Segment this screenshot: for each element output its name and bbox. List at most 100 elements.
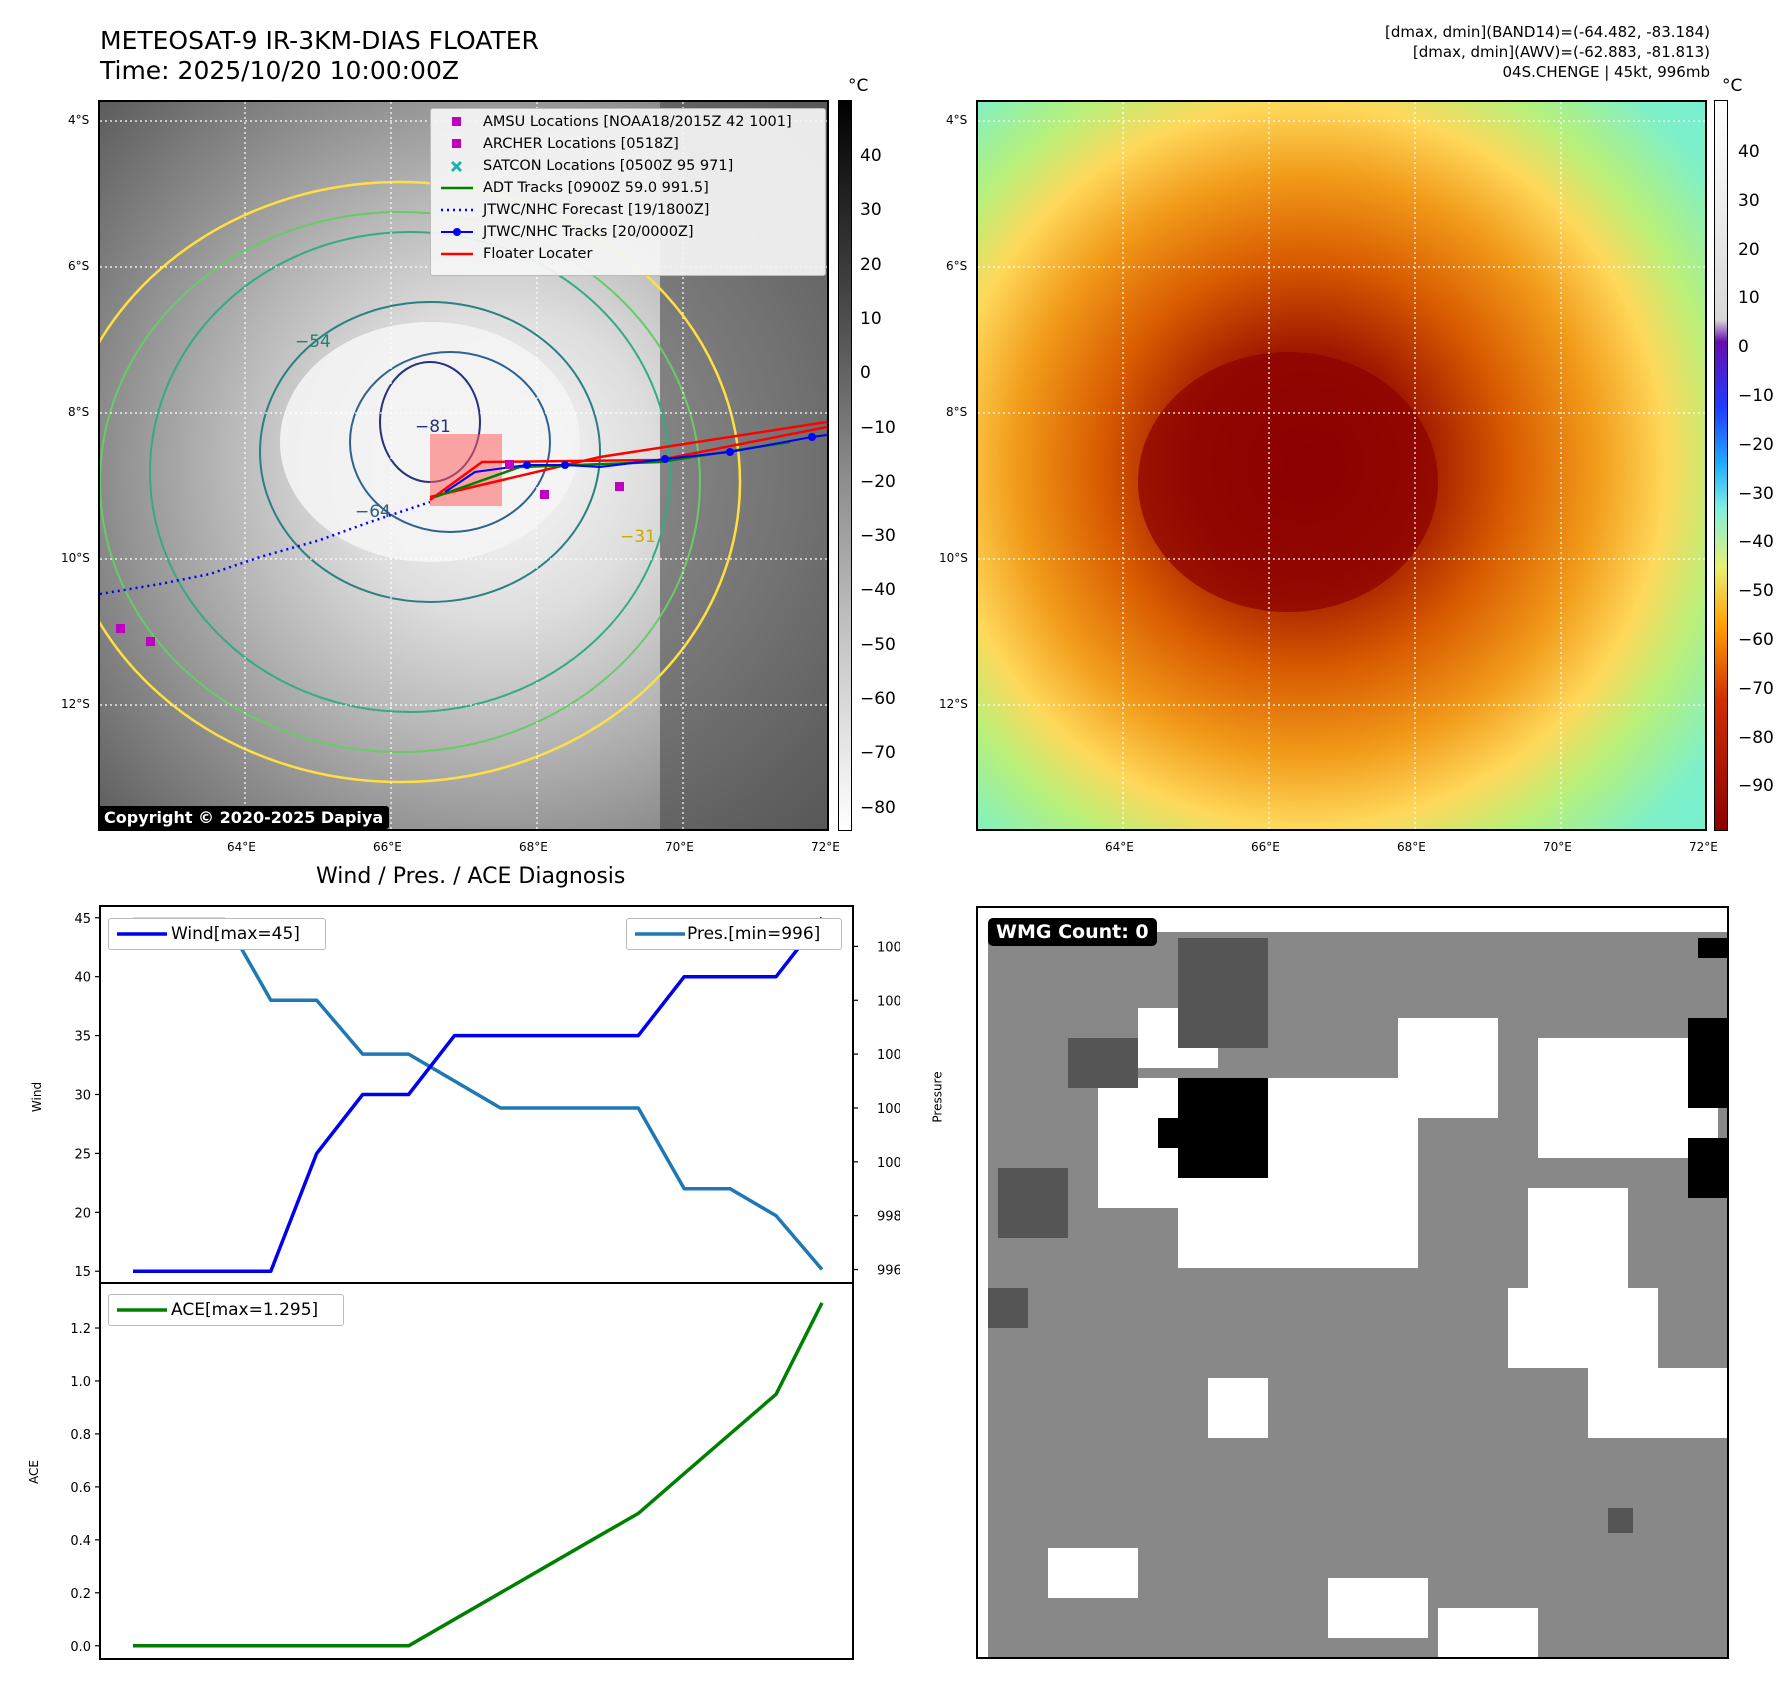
lon-label: 70°E [665, 840, 694, 854]
lat-label: 8°S [68, 405, 90, 419]
lon-label: 64°E [1105, 840, 1134, 854]
pressure-tick-label: 1002 [877, 1102, 900, 1117]
ir-colorbar [838, 100, 852, 831]
lat-label: 6°S [68, 259, 90, 273]
ace-tick-label: 0.8 [70, 1428, 91, 1443]
ace-tick-label: 0.0 [70, 1640, 91, 1655]
title-line2: Time: 2025/10/20 10:00:00Z [100, 56, 459, 85]
colorbar-tick-label: −10 [860, 417, 896, 438]
awv-colorbar [1714, 100, 1728, 831]
lat-label: 4°S [68, 113, 90, 127]
ir-colorbar-unit: °C [848, 76, 869, 96]
wind-tick-label: 25 [74, 1147, 91, 1162]
lon-label: 68°E [1397, 840, 1426, 854]
wind-tick-label: 35 [74, 1030, 91, 1045]
colorbar-tick-label: 40 [1738, 142, 1760, 162]
wmg-grid [978, 908, 1727, 1657]
colorbar-tick-label: −20 [1738, 434, 1774, 455]
lat-label: 10°S [939, 551, 968, 565]
wind-line [133, 916, 824, 1273]
lat-label: 10°S [61, 551, 90, 565]
forecast-track [100, 500, 431, 596]
colorbar-tick-label: −80 [1738, 727, 1774, 748]
info-line2: [dmax, dmin](AWV)=(-62.883, -81.813) [1412, 43, 1710, 61]
lon-label: 64°E [227, 840, 256, 854]
ace-tick-label: 1.0 [70, 1375, 91, 1390]
pressure-tick-label: 1004 [877, 1048, 900, 1063]
colorbar-tick-label: 0 [860, 363, 871, 384]
colorbar-tick-label: −90 [1738, 776, 1774, 797]
pressure-tick-label: 1008 [877, 940, 900, 955]
contour-label: −31 [620, 527, 656, 547]
colorbar-tick-label: −70 [1738, 678, 1774, 699]
colorbar-tick-label: −60 [1738, 630, 1774, 650]
colorbar-tick-label: −50 [1738, 581, 1774, 602]
info-line3: 04S.CHENGE | 45kt, 996mb [1502, 63, 1710, 81]
colorbar-tick-label: −50 [860, 634, 896, 655]
main-title: METEOSAT-9 IR-3KM-DIAS FLOATER Time: 202… [100, 26, 539, 86]
colorbar-tick-label: −10 [1738, 386, 1774, 406]
lon-label: 66°E [1251, 840, 1280, 854]
pressure-line [133, 917, 824, 1271]
ace-tick-label: 0.2 [70, 1587, 91, 1602]
wind-legend: Wind[max=45] [108, 918, 326, 950]
wind-legend-label: Wind[max=45] [171, 924, 300, 944]
wind-tick-label: 15 [74, 1265, 91, 1280]
lon-label: 72°E [1689, 840, 1718, 854]
contour-label: −54 [295, 332, 331, 352]
ace-tick-label: 0.4 [70, 1534, 91, 1549]
pressure-tick-label: 1006 [877, 994, 900, 1009]
colorbar-tick-label: −80 [860, 797, 896, 818]
wmg-panel [976, 906, 1729, 1659]
pressure-tick-label: 996 [877, 1264, 900, 1279]
lat-label: 12°S [939, 697, 968, 711]
pressure-tick-label: 1000 [877, 1156, 900, 1171]
lon-label: 68°E [519, 840, 548, 854]
diagnosis-chart: 45 40 35 30 25 20 15 1008 1006 1004 1002 1000 998 996… [70, 905, 900, 1660]
colorbar-tick-label: 10 [1738, 288, 1760, 309]
awv-colorbar-unit: °C [1722, 76, 1743, 96]
pressure-axis-label: Pressure [930, 1071, 945, 1123]
ace-tick-label: 0.6 [70, 1481, 91, 1496]
colorbar-tick-label: −70 [860, 743, 896, 764]
colorbar-tick-label: 0 [1738, 337, 1749, 358]
jtwc-track [444, 434, 827, 493]
lat-label: 8°S [946, 405, 968, 419]
colorbar-tick-label: −30 [860, 526, 896, 547]
lat-label: 6°S [946, 259, 968, 273]
colorbar-tick-label: 30 [1738, 190, 1760, 211]
info-line1: [dmax, dmin](BAND14)=(-64.482, -83.184) [1385, 23, 1710, 41]
awv-image-panel [976, 100, 1707, 831]
copyright-badge: Copyright © 2020-2025 Dapiya [98, 806, 390, 829]
info-block: [dmax, dmin](BAND14)=(-64.482, -83.184) … [1385, 22, 1710, 82]
colorbar-tick-label: −40 [1738, 532, 1774, 553]
contour-label: −81 [415, 417, 451, 437]
map-legend: AMSU Locations [NOAA18/2015Z 42 1001] AR… [430, 108, 826, 276]
colorbar-tick-label: 20 [860, 254, 882, 275]
colorbar-tick-label: 10 [860, 308, 882, 329]
pressure-legend-label: Pres.[min=996] [687, 924, 821, 944]
lat-label: 4°S [946, 113, 968, 127]
title-line1: METEOSAT-9 IR-3KM-DIAS FLOATER [100, 26, 539, 55]
ace-legend: ACE[max=1.295] [108, 1294, 344, 1326]
colorbar-tick-label: 40 [860, 146, 882, 166]
lat-label: 12°S [61, 697, 90, 711]
ace-line [133, 1302, 824, 1648]
wind-tick-label: 20 [74, 1206, 91, 1221]
wind-tick-label: 40 [74, 971, 91, 986]
lon-label: 70°E [1543, 840, 1572, 854]
colorbar-tick-label: 20 [1738, 239, 1760, 260]
diagnosis-title: Wind / Pres. / ACE Diagnosis [316, 864, 626, 889]
colorbar-tick-label: −60 [860, 689, 896, 709]
wmg-count-badge: WMG Count: 0 [988, 918, 1157, 946]
floater-track [429, 425, 827, 502]
ace-axes [99, 1282, 854, 1660]
lon-label: 72°E [811, 840, 840, 854]
ace-axis-label: ACE [26, 1460, 41, 1484]
contour-label: −64 [355, 502, 391, 522]
lon-label: 66°E [373, 840, 402, 854]
wind-tick-label: 45 [74, 912, 91, 927]
awv-satellite-image [978, 102, 1705, 829]
colorbar-tick-label: 30 [860, 200, 882, 221]
pressure-tick-label: 998 [877, 1210, 900, 1225]
